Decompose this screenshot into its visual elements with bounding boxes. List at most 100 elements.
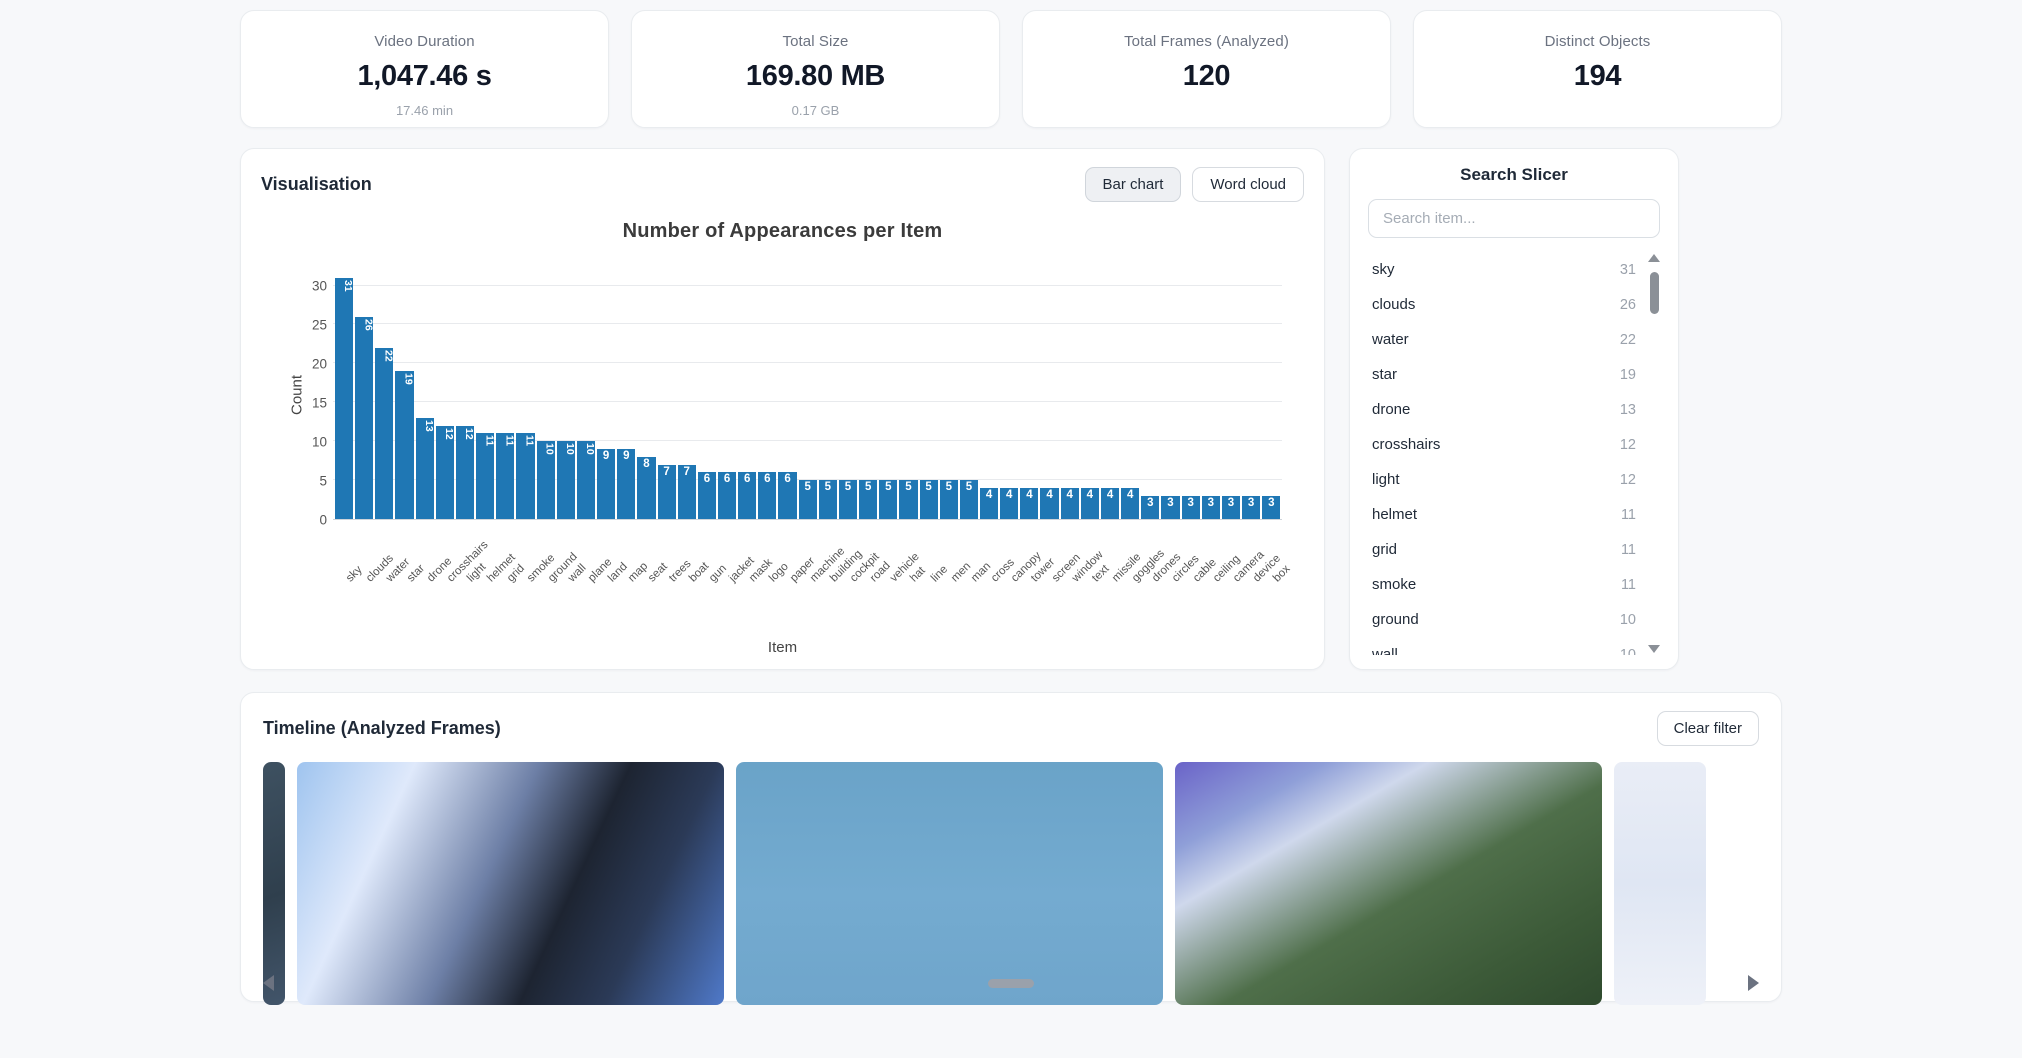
chart-bar-column[interactable]: 13 bbox=[415, 270, 435, 519]
chart-bar-column[interactable]: 3 bbox=[1221, 270, 1241, 519]
chart-bar[interactable]: 3 bbox=[1181, 495, 1200, 519]
chart-bar-column[interactable]: 10 bbox=[536, 270, 556, 519]
chart-bar[interactable]: 3 bbox=[1262, 495, 1281, 519]
chart-bar-column[interactable]: 5 bbox=[879, 270, 898, 519]
chart-bar-column[interactable]: 6 bbox=[778, 270, 797, 519]
chart-bar[interactable]: 4 bbox=[1080, 487, 1099, 519]
chart-bar-column[interactable]: 3 bbox=[1242, 270, 1261, 519]
chart-bar-column[interactable]: 26 bbox=[355, 270, 374, 519]
slicer-list-item[interactable]: star 19 bbox=[1368, 357, 1638, 392]
slicer-list-item[interactable]: light 12 bbox=[1368, 462, 1638, 497]
chart-bar-column[interactable]: 31 bbox=[335, 270, 354, 519]
chart-bar[interactable]: 11 bbox=[516, 433, 536, 519]
timeline-frame-thumbnail[interactable] bbox=[1614, 762, 1706, 1005]
chart-bar[interactable]: 4 bbox=[980, 487, 999, 519]
chart-bar-column[interactable]: 4 bbox=[1100, 270, 1120, 519]
bar-chart-button[interactable]: Bar chart bbox=[1084, 167, 1182, 202]
chart-bar-column[interactable]: 11 bbox=[476, 270, 495, 519]
chart-bar[interactable]: 8 bbox=[637, 456, 656, 519]
chart-bar[interactable]: 12 bbox=[435, 425, 455, 519]
chart-bar-column[interactable]: 22 bbox=[375, 270, 394, 519]
chart-bar[interactable]: 11 bbox=[476, 433, 495, 519]
search-input[interactable] bbox=[1368, 199, 1660, 238]
chart-bar-column[interactable]: 6 bbox=[738, 270, 757, 519]
slicer-list-item[interactable]: drone 13 bbox=[1368, 392, 1638, 427]
slicer-list-item[interactable]: helmet 11 bbox=[1368, 497, 1638, 532]
slicer-list-item[interactable]: crosshairs 12 bbox=[1368, 427, 1638, 462]
chart-bar-column[interactable]: 9 bbox=[597, 270, 616, 519]
chart-bar[interactable]: 4 bbox=[1100, 487, 1120, 519]
chart-bar-column[interactable]: 5 bbox=[859, 270, 878, 519]
chart-bar-column[interactable]: 3 bbox=[1181, 270, 1200, 519]
slicer-list-item[interactable]: wall 10 bbox=[1368, 637, 1638, 655]
timeline-next-arrow-icon[interactable] bbox=[1748, 975, 1759, 991]
chart-bar[interactable]: 10 bbox=[556, 441, 576, 519]
chart-bar[interactable]: 9 bbox=[617, 448, 636, 519]
chart-bar-column[interactable]: 11 bbox=[496, 270, 515, 519]
slicer-list-item[interactable]: smoke 11 bbox=[1368, 567, 1638, 602]
chart-bar[interactable]: 5 bbox=[959, 480, 978, 519]
chart-bar[interactable]: 3 bbox=[1141, 495, 1160, 519]
timeline-frame-thumbnail[interactable] bbox=[297, 762, 724, 1005]
chart-bar[interactable]: 5 bbox=[798, 480, 817, 519]
chart-bar-column[interactable]: 4 bbox=[1080, 270, 1099, 519]
chart-bar-column[interactable]: 4 bbox=[1040, 270, 1059, 519]
chart-bar[interactable]: 10 bbox=[536, 441, 556, 519]
chart-bar-column[interactable]: 6 bbox=[717, 270, 737, 519]
chart-bar[interactable]: 4 bbox=[1000, 487, 1019, 519]
chart-bar-column[interactable]: 3 bbox=[1161, 270, 1180, 519]
chart-bar-column[interactable]: 19 bbox=[395, 270, 415, 519]
chart-bar[interactable]: 4 bbox=[1040, 487, 1059, 519]
chart-bar-column[interactable]: 12 bbox=[435, 270, 455, 519]
chart-bar[interactable]: 6 bbox=[697, 472, 716, 519]
scrollbar-thumb[interactable] bbox=[1650, 272, 1659, 314]
chart-bar[interactable]: 4 bbox=[1020, 487, 1039, 519]
chart-bar-column[interactable]: 3 bbox=[1262, 270, 1281, 519]
timeline-scrollbar-thumb[interactable] bbox=[988, 978, 1034, 988]
slicer-list-item[interactable]: clouds 26 bbox=[1368, 287, 1638, 322]
slicer-list-item[interactable]: sky 31 bbox=[1368, 252, 1638, 287]
timeline-strip[interactable] bbox=[263, 762, 1759, 1007]
chart-bar[interactable]: 4 bbox=[1121, 487, 1140, 519]
chart-bar-column[interactable]: 5 bbox=[838, 270, 858, 519]
chart-bar-column[interactable]: 10 bbox=[556, 270, 576, 519]
timeline-frame-thumbnail[interactable] bbox=[736, 762, 1163, 1005]
chart-bar-column[interactable]: 4 bbox=[980, 270, 999, 519]
clear-filter-button[interactable]: Clear filter bbox=[1656, 711, 1759, 746]
chart-bar[interactable]: 31 bbox=[335, 277, 354, 519]
chart-bar[interactable]: 6 bbox=[778, 472, 797, 519]
timeline-frame-thumbnail[interactable] bbox=[263, 762, 285, 1005]
chart-bar[interactable]: 6 bbox=[758, 472, 777, 519]
chart-bar-column[interactable]: 7 bbox=[677, 270, 696, 519]
chart-bar-column[interactable]: 6 bbox=[697, 270, 716, 519]
chart-bar-column[interactable]: 5 bbox=[939, 270, 958, 519]
chart-bar-column[interactable]: 11 bbox=[516, 270, 536, 519]
chart-bar-column[interactable]: 5 bbox=[798, 270, 817, 519]
timeline-prev-arrow-icon[interactable] bbox=[263, 975, 274, 991]
chart-bar-column[interactable]: 10 bbox=[576, 270, 596, 519]
chart-bar[interactable]: 12 bbox=[455, 425, 475, 519]
chart-bar[interactable]: 5 bbox=[859, 480, 878, 519]
chart-bar[interactable]: 19 bbox=[395, 371, 415, 519]
chart-bar[interactable]: 11 bbox=[496, 433, 515, 519]
timeline-frame-thumbnail[interactable] bbox=[1175, 762, 1602, 1005]
chart-bar[interactable]: 5 bbox=[838, 480, 858, 519]
chart-bar[interactable]: 9 bbox=[597, 448, 616, 519]
chart-bar-column[interactable]: 5 bbox=[919, 270, 938, 519]
chart-bar[interactable]: 3 bbox=[1201, 495, 1220, 519]
chart-bar[interactable]: 5 bbox=[899, 480, 918, 519]
slicer-list-item[interactable]: ground 10 bbox=[1368, 602, 1638, 637]
chart-bar[interactable]: 4 bbox=[1060, 487, 1079, 519]
chart-bar[interactable]: 3 bbox=[1242, 495, 1261, 519]
chart-bar[interactable]: 6 bbox=[738, 472, 757, 519]
chart-bar[interactable]: 26 bbox=[355, 316, 374, 519]
chart-bar-column[interactable]: 8 bbox=[637, 270, 656, 519]
chart-bar-column[interactable]: 4 bbox=[1000, 270, 1019, 519]
chart-bar[interactable]: 5 bbox=[939, 480, 958, 519]
chart-bar[interactable]: 22 bbox=[375, 347, 394, 519]
chart-bar[interactable]: 6 bbox=[717, 472, 737, 519]
scroll-up-arrow-icon[interactable] bbox=[1648, 254, 1660, 262]
chart-bar[interactable]: 5 bbox=[818, 480, 837, 519]
word-cloud-button[interactable]: Word cloud bbox=[1192, 167, 1304, 202]
chart-bar-column[interactable]: 6 bbox=[758, 270, 777, 519]
